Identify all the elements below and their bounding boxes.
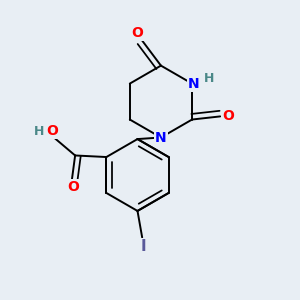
Text: O: O: [222, 110, 234, 123]
Text: N: N: [188, 76, 200, 91]
Text: I: I: [140, 239, 146, 254]
Text: H: H: [33, 125, 44, 138]
Text: O: O: [68, 180, 80, 194]
Text: H: H: [204, 72, 214, 86]
Text: N: N: [155, 130, 167, 145]
Text: O: O: [132, 26, 143, 40]
Text: O: O: [47, 124, 58, 138]
